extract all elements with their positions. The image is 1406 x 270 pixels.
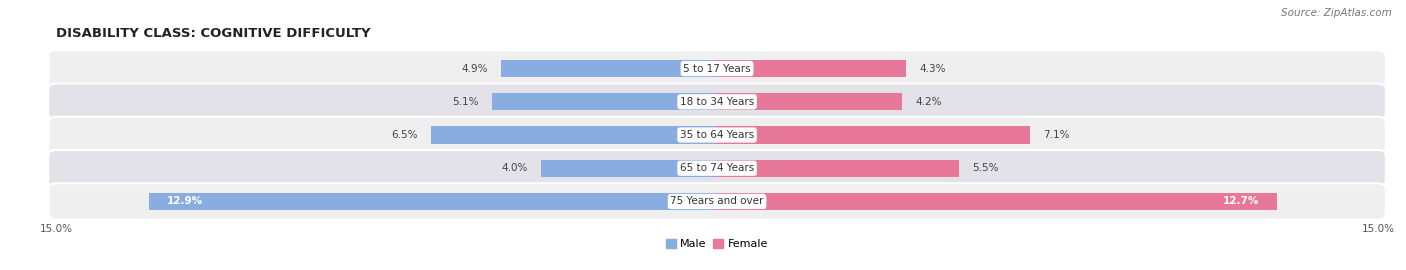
Text: 5.5%: 5.5% bbox=[973, 163, 1000, 173]
Text: 4.3%: 4.3% bbox=[920, 63, 946, 73]
FancyBboxPatch shape bbox=[48, 150, 1386, 187]
Text: 6.5%: 6.5% bbox=[391, 130, 418, 140]
FancyBboxPatch shape bbox=[48, 83, 1386, 120]
Text: 7.1%: 7.1% bbox=[1043, 130, 1070, 140]
FancyBboxPatch shape bbox=[48, 183, 1386, 220]
FancyBboxPatch shape bbox=[48, 117, 1386, 153]
Bar bbox=[717, 126, 1029, 144]
Text: 4.2%: 4.2% bbox=[915, 97, 942, 107]
Bar bbox=[717, 193, 1277, 210]
Bar bbox=[717, 93, 903, 110]
Text: 12.9%: 12.9% bbox=[166, 197, 202, 207]
Text: 5 to 17 Years: 5 to 17 Years bbox=[683, 63, 751, 73]
Text: DISABILITY CLASS: COGNITIVE DIFFICULTY: DISABILITY CLASS: COGNITIVE DIFFICULTY bbox=[56, 27, 371, 40]
Bar bbox=[717, 160, 959, 177]
Text: 4.9%: 4.9% bbox=[461, 63, 488, 73]
Bar bbox=[492, 93, 717, 110]
Bar bbox=[430, 126, 717, 144]
Legend: Male, Female: Male, Female bbox=[661, 235, 773, 254]
Text: Source: ZipAtlas.com: Source: ZipAtlas.com bbox=[1281, 8, 1392, 18]
Bar bbox=[501, 60, 717, 77]
Text: 4.0%: 4.0% bbox=[502, 163, 527, 173]
Bar bbox=[541, 160, 717, 177]
Text: 75 Years and over: 75 Years and over bbox=[671, 197, 763, 207]
FancyBboxPatch shape bbox=[48, 50, 1386, 87]
Text: 5.1%: 5.1% bbox=[453, 97, 479, 107]
Bar bbox=[149, 193, 717, 210]
Text: 35 to 64 Years: 35 to 64 Years bbox=[681, 130, 754, 140]
Text: 12.7%: 12.7% bbox=[1223, 197, 1258, 207]
Bar bbox=[717, 60, 907, 77]
Text: 65 to 74 Years: 65 to 74 Years bbox=[681, 163, 754, 173]
Text: 18 to 34 Years: 18 to 34 Years bbox=[681, 97, 754, 107]
